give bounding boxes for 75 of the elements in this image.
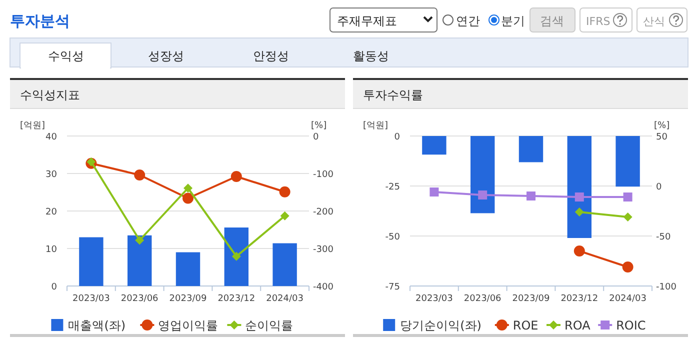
point — [623, 212, 632, 222]
y2-tick-label: 50 — [656, 132, 668, 142]
text: 분기 — [501, 14, 525, 28]
point — [574, 192, 584, 202]
y2-tick-label: -100 — [313, 170, 334, 180]
x-tick-label: 2023/12 — [218, 294, 256, 304]
y-axis-title: [억원] — [363, 121, 388, 131]
x-tick-label: 2023/09 — [512, 294, 550, 304]
y-tick-label: -25 — [385, 182, 400, 192]
point — [279, 186, 290, 198]
chart-title: 수익성지표 — [20, 88, 80, 102]
point — [230, 171, 242, 182]
x-tick-label: 2023/03 — [416, 294, 453, 304]
x-tick-label: 2023/06 — [120, 294, 159, 304]
text: 활동성 — [353, 49, 389, 63]
point — [232, 252, 241, 261]
text: 성장성 — [148, 49, 184, 63]
legend-label: 순이익률 — [245, 318, 294, 332]
x-tick-label: 2023/06 — [464, 294, 502, 304]
point — [622, 262, 634, 272]
y2-tick-label: -100 — [656, 282, 677, 292]
text: IFRS — [586, 15, 610, 28]
y-tick-label: 10 — [46, 245, 58, 255]
legend-label: ROA — [564, 318, 592, 332]
legend-label: ROE — [512, 318, 538, 332]
bar — [224, 228, 248, 286]
y-tick-label: 30 — [46, 170, 58, 180]
legend-label: 영업이익률 — [158, 318, 218, 332]
y-tick-label: -75 — [385, 282, 400, 292]
y2-tick-label: -50 — [656, 232, 671, 242]
point — [86, 157, 96, 166]
y2-tick-label: 0 — [656, 182, 662, 192]
point — [280, 211, 290, 220]
point — [134, 170, 146, 180]
y2-axis-title: [%] — [654, 121, 670, 131]
point — [135, 236, 144, 245]
point — [478, 190, 488, 200]
point — [526, 192, 536, 200]
x-tick-label: 2024/03 — [266, 294, 304, 304]
chart-title: 투자수익률 — [363, 88, 423, 102]
bar — [128, 235, 152, 286]
legend-label: 매출액(좌) — [68, 318, 126, 332]
text: 수익성 — [48, 49, 84, 63]
y2-axis-title: [%] — [311, 121, 327, 131]
y2-tick-label: 0 — [313, 132, 319, 142]
bar — [79, 237, 104, 286]
y-tick-label: 0 — [394, 132, 400, 142]
y2-tick-label: -400 — [313, 282, 334, 292]
bar — [176, 252, 200, 286]
y-axis-title: [억원] — [20, 121, 46, 131]
x-tick-label: 2023/03 — [72, 294, 110, 304]
y-tick-label: -50 — [385, 232, 400, 242]
y-tick-label: 20 — [46, 208, 58, 218]
point — [574, 246, 585, 256]
y2-tick-label: -200 — [313, 208, 334, 218]
legend-label: ROIC — [616, 318, 646, 332]
text: 안정성 — [253, 49, 289, 63]
point — [623, 192, 632, 202]
y-tick-label: 40 — [46, 132, 58, 142]
text: 주재무제표 — [337, 14, 397, 28]
point — [574, 208, 584, 216]
x-tick-label: 2023/12 — [560, 294, 598, 304]
x-tick-label: 2023/09 — [169, 294, 207, 304]
point — [430, 188, 439, 196]
text: 연간 — [456, 14, 480, 28]
point — [184, 184, 192, 193]
bar — [272, 243, 297, 286]
y-tick-label: 0 — [51, 282, 58, 292]
text: 산식 — [643, 15, 665, 28]
x-tick-label: 2024/03 — [609, 294, 646, 304]
point — [182, 192, 194, 204]
legend-label: 당기순이익(좌) — [400, 318, 482, 332]
text: 투자분석 — [10, 12, 70, 30]
y2-tick-label: -300 — [313, 245, 334, 255]
text: 검색 — [540, 14, 564, 28]
